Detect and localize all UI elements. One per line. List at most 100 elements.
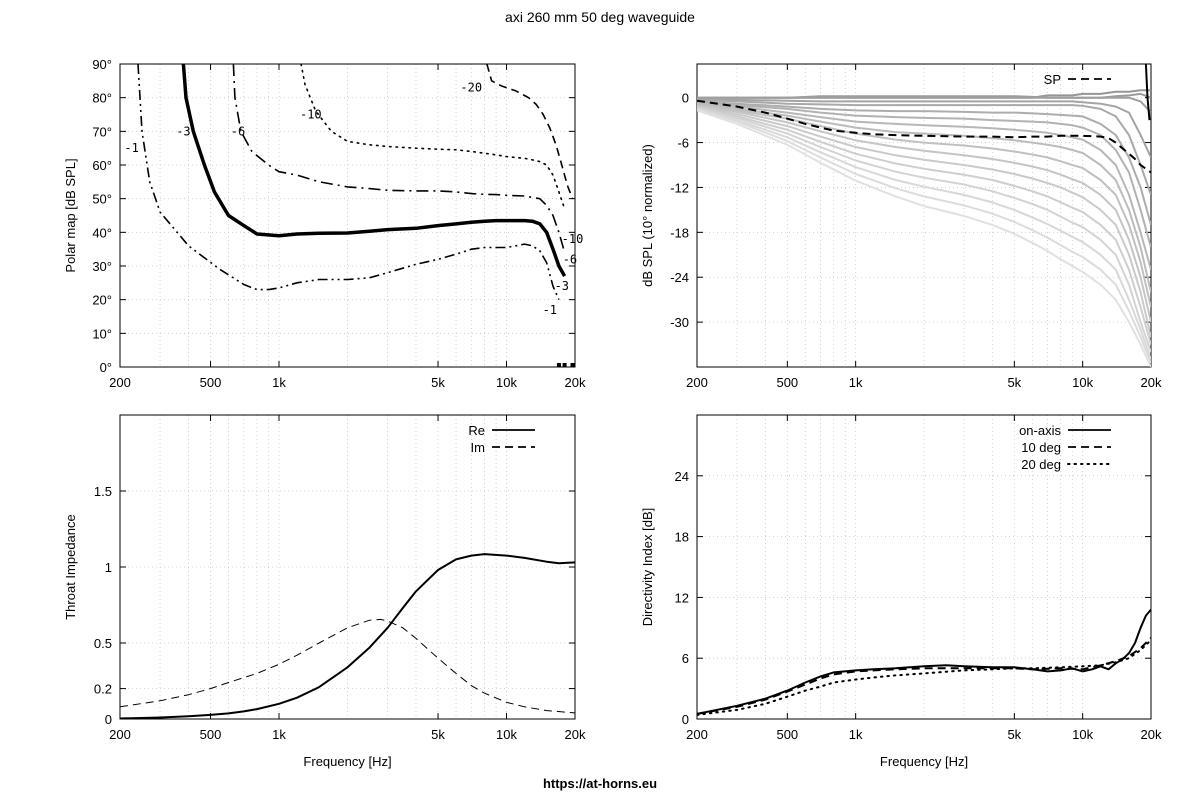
- normalized-angle-curve: [697, 102, 1151, 293]
- y-tick-label: 60°: [92, 158, 112, 173]
- y-tick-label: 20°: [92, 293, 112, 308]
- y-tick-label: 70°: [92, 124, 112, 139]
- y-tick-label: 0.2: [94, 682, 112, 697]
- plot-series-group: [137, 64, 575, 367]
- y-tick-label: 24: [675, 469, 689, 484]
- contour-label: -6: [231, 124, 245, 138]
- plot-frame: [696, 414, 1152, 720]
- contour-fragment: [556, 363, 561, 367]
- normalized-angle-curve: [697, 109, 1151, 367]
- x-tick-label: 500: [776, 727, 798, 742]
- plot-series-group: [120, 553, 575, 719]
- y-tick-label: 30°: [92, 259, 112, 274]
- normalized-angle-curve: [697, 105, 1151, 338]
- contour-label: -20: [460, 81, 482, 95]
- y-tick-label: 50°: [92, 192, 112, 207]
- y-tick-label: 0: [105, 712, 112, 727]
- x-tick-label: 5k: [431, 375, 445, 390]
- x-tick-label: 10k: [1072, 727, 1093, 742]
- y-tick-label: 1: [105, 560, 112, 575]
- x-tick-label: 1k: [272, 375, 286, 390]
- polar-contour-line: [486, 64, 574, 199]
- x-tick-label: 200: [109, 727, 131, 742]
- plot-frame: [696, 63, 1152, 368]
- x-axis-label: Frequency [Hz]: [303, 754, 391, 769]
- normalized-angle-curve: [697, 101, 1151, 248]
- normalized-angle-curve: [697, 92, 1151, 99]
- x-tick-label: 10k: [496, 375, 517, 390]
- contour-label: -3: [176, 124, 190, 138]
- y-tick-label: -12: [670, 180, 689, 195]
- y-tick-label: 0.5: [94, 636, 112, 651]
- normalized-angle-curve: [697, 107, 1151, 353]
- 20-deg-line: [697, 639, 1151, 716]
- normalized-angle-curve: [697, 104, 1151, 308]
- x-tick-label: 500: [200, 727, 222, 742]
- throat-impedance-panel: 200 500 1k 5k 10k 20k 0 0.2 0.5 1 1.5 Throat Impeda…: [63, 414, 586, 769]
- x-tick-label: 10k: [1072, 375, 1093, 390]
- plot-series-group: [697, 64, 1151, 367]
- x-tick-label: 5k: [1007, 375, 1021, 390]
- x-tick-label: 200: [109, 375, 131, 390]
- legend-label: 20 deg: [1021, 457, 1061, 472]
- legend-label: on-axis: [1019, 423, 1061, 438]
- normalized-angle-curve: [697, 107, 1151, 360]
- y-tick-label: 0: [682, 712, 689, 727]
- contour-label: -10: [300, 108, 322, 122]
- polar-contour-line: [181, 64, 567, 277]
- legend-label: 10 deg: [1021, 440, 1061, 455]
- x-tick-label: 20k: [565, 375, 586, 390]
- x-tick-label: 5k: [431, 727, 445, 742]
- high-frequency-edge: [1144, 64, 1151, 121]
- figure-title: axi 260 mm 50 deg waveguide: [505, 9, 695, 25]
- polar-contour-line: [300, 64, 566, 210]
- normalized-angle-curve: [697, 104, 1151, 323]
- y-tick-label: 6: [682, 651, 689, 666]
- legend-label: Re: [468, 423, 485, 438]
- plot-series-group: [697, 608, 1151, 716]
- re-line: [120, 553, 575, 719]
- x-tick-label: 5k: [1007, 727, 1021, 742]
- source-url: https://at-horns.eu: [542, 776, 658, 791]
- y-axis-label: Directivity Index [dB]: [640, 508, 655, 627]
- y-tick-label: -18: [670, 225, 689, 240]
- plot-frame: [119, 63, 576, 368]
- x-tick-label: 1k: [849, 727, 863, 742]
- normalized-response-panel: 200 500 1k 5k 10k 20k 0 -6 -12 -18 -24 -30 dB SPL (1…: [640, 63, 1162, 390]
- polar-contour-line: [137, 64, 560, 301]
- contour-fragment: [570, 363, 575, 367]
- x-tick-label: 500: [776, 375, 798, 390]
- x-tick-label: 1k: [849, 375, 863, 390]
- y-tick-label: 0°: [100, 360, 112, 375]
- legend-label: Im: [471, 440, 485, 455]
- contour-label: -6: [563, 252, 577, 266]
- y-tick-label: -6: [677, 136, 689, 151]
- y-tick-label: 10°: [92, 326, 112, 341]
- y-tick-label: 18: [675, 530, 689, 545]
- y-axis-label: Polar map [dB SPL]: [63, 158, 78, 272]
- y-axis-label: Throat Impedance: [63, 514, 78, 620]
- x-axis-label: Frequency [Hz]: [880, 754, 968, 769]
- x-tick-label: 200: [686, 727, 708, 742]
- normalized-angle-curve: [697, 100, 1151, 226]
- normalized-angle-curve: [697, 96, 1151, 114]
- legend-label: SP: [1044, 72, 1061, 87]
- x-tick-label: 1k: [272, 727, 286, 742]
- x-tick-label: 200: [686, 375, 708, 390]
- y-tick-label: 1.5: [94, 484, 112, 499]
- contour-fragment: [562, 363, 567, 367]
- directivity-index-panel: 200 500 1k 5k 10k 20k 0 6 12 18 24 Directivity Inde…: [640, 414, 1162, 769]
- sound-power-curve: [697, 99, 1151, 174]
- polar-contour-line: [232, 64, 566, 253]
- y-tick-label: 90°: [92, 57, 112, 72]
- on-axis-line: [697, 608, 1151, 715]
- polar-map-panel: 200 500 1k 5k 10k 20k 0° 10° 20° 30° 40° 50° 60° 70° 8…: [63, 57, 586, 390]
- normalized-angle-curve: [697, 98, 1151, 196]
- contour-label: -1: [543, 303, 557, 317]
- normalized-angle-curve: [697, 106, 1151, 345]
- contour-label: -3: [555, 279, 569, 293]
- y-axis-label: dB SPL (10° normalized): [640, 144, 655, 287]
- y-tick-label: -30: [670, 315, 689, 330]
- normalized-angle-curve: [697, 98, 1151, 158]
